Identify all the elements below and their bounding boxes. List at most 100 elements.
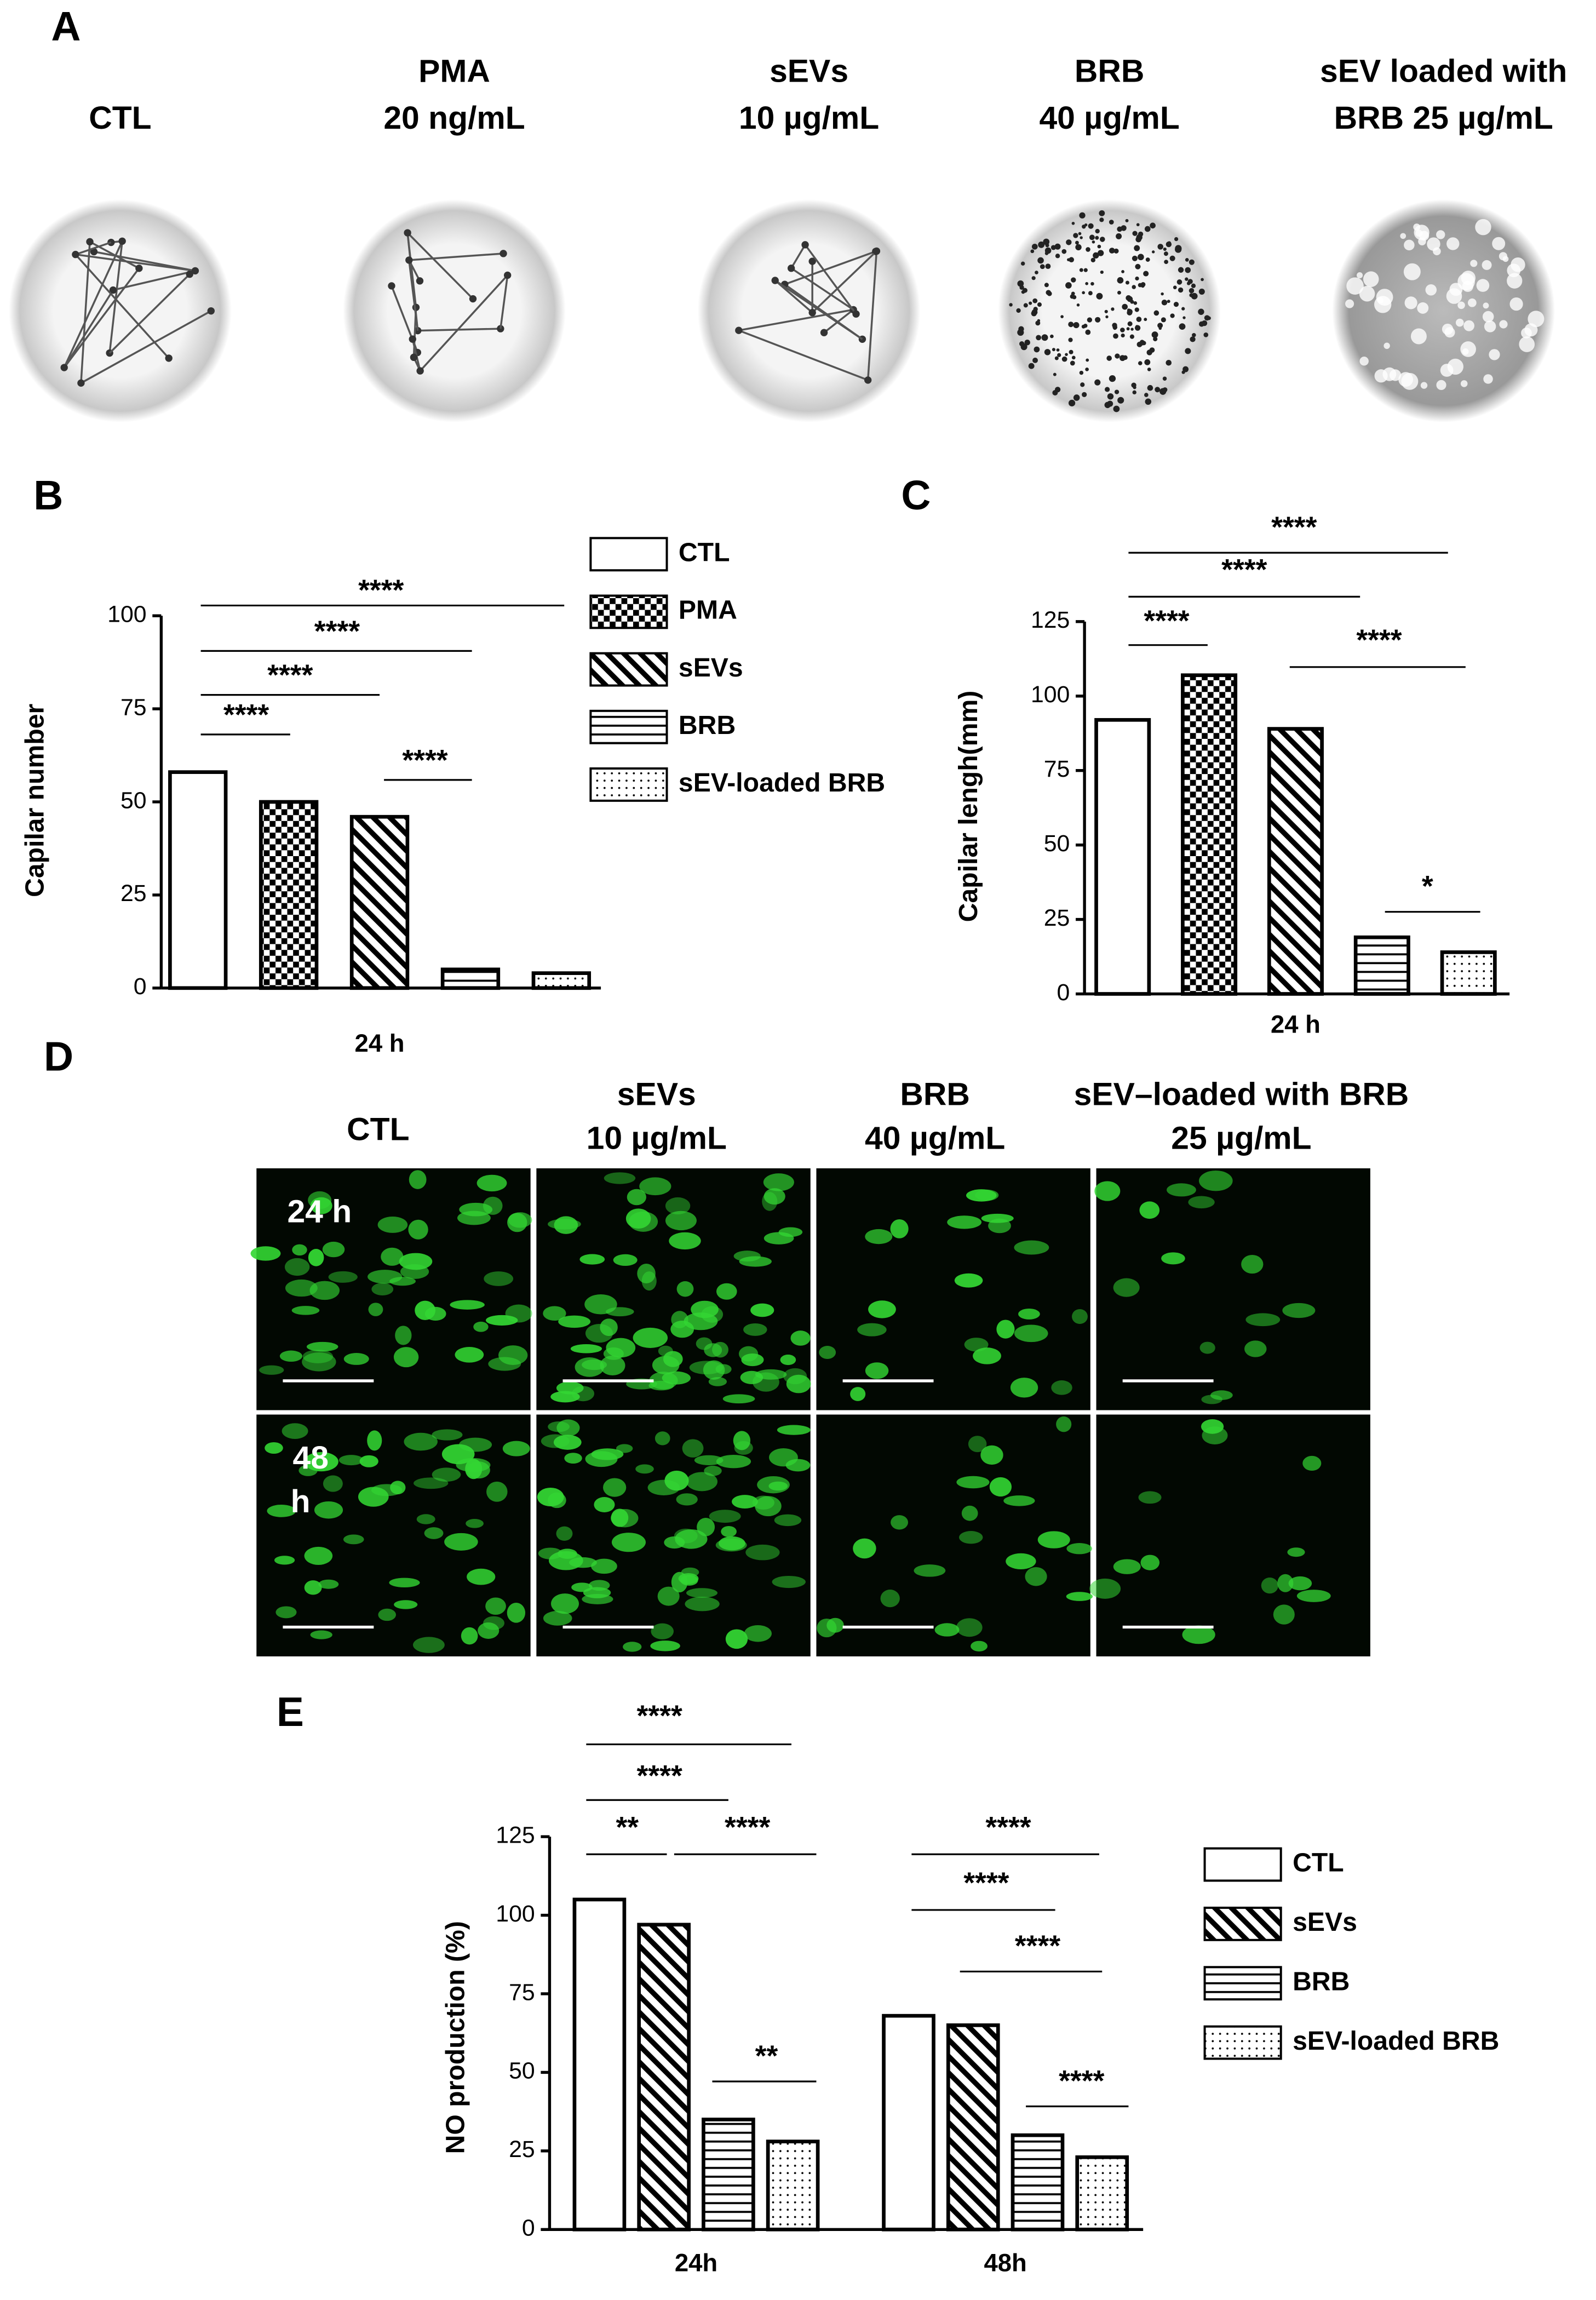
- cell: [1190, 336, 1196, 342]
- cell: [1145, 398, 1152, 405]
- cell: [310, 1197, 332, 1214]
- node: [864, 376, 872, 384]
- cell: [548, 1492, 566, 1509]
- cell: [455, 1346, 484, 1363]
- cell: [1036, 335, 1041, 341]
- cell: [1019, 341, 1025, 347]
- cell: [548, 1219, 581, 1230]
- cell: [282, 1423, 308, 1439]
- cell: [1044, 251, 1049, 255]
- cell: [744, 1625, 772, 1642]
- cell: [1150, 222, 1156, 229]
- cell: [1182, 316, 1186, 319]
- cell: [1088, 223, 1094, 229]
- cell: [444, 1533, 478, 1551]
- cell: [1068, 399, 1076, 406]
- cell: [556, 1381, 584, 1395]
- cell: [777, 1425, 811, 1435]
- cell: [371, 1283, 394, 1295]
- cell: [1099, 217, 1104, 222]
- cell: [1204, 315, 1210, 321]
- cell: [1069, 257, 1075, 263]
- cell: [790, 1330, 811, 1346]
- cell: [763, 1188, 785, 1205]
- cell: [1115, 353, 1120, 359]
- node: [787, 265, 795, 272]
- cell: [1189, 288, 1195, 294]
- cell: [1082, 291, 1085, 295]
- cell: [1068, 337, 1073, 342]
- cell: [1038, 241, 1045, 248]
- cell: [1136, 317, 1142, 322]
- cell: [716, 1455, 751, 1469]
- cell: [1176, 279, 1182, 285]
- cell: [1088, 291, 1093, 296]
- cell: [914, 1564, 946, 1577]
- cell: [267, 1504, 296, 1517]
- cell: [649, 1372, 678, 1390]
- cell: [556, 1419, 580, 1437]
- cell: [1138, 361, 1143, 365]
- cell: [1097, 244, 1101, 249]
- cell: [441, 1444, 475, 1465]
- cell: [657, 1586, 680, 1606]
- cell: [367, 1430, 382, 1451]
- cell: [1178, 287, 1184, 293]
- cell: [1187, 279, 1193, 284]
- cell: [569, 1557, 597, 1568]
- panel-label: C: [901, 472, 931, 518]
- cell: [1056, 1416, 1072, 1432]
- image-caption: sEVs: [770, 54, 848, 89]
- bar: [168, 770, 228, 990]
- bar: [259, 800, 319, 990]
- cluster: [1389, 369, 1402, 381]
- cell: [1065, 282, 1072, 289]
- cell: [1144, 226, 1151, 232]
- cell: [755, 1496, 782, 1517]
- node: [808, 257, 816, 265]
- legend-swatch: [589, 767, 668, 802]
- y-tick-label: 50: [120, 787, 147, 813]
- cell: [1277, 1574, 1294, 1592]
- cluster: [1482, 260, 1492, 270]
- cell: [1201, 1419, 1224, 1434]
- cell: [975, 1189, 999, 1201]
- cell: [1261, 1578, 1278, 1594]
- cell: [1127, 321, 1133, 326]
- cell: [696, 1337, 713, 1350]
- cell: [694, 1455, 724, 1465]
- bar: [1440, 950, 1497, 996]
- cell: [763, 1232, 794, 1244]
- cell: [603, 1478, 627, 1497]
- cell: [1051, 1380, 1072, 1395]
- cell: [1151, 331, 1158, 339]
- significance: ****: [223, 699, 269, 731]
- x-tick-label: 48h: [984, 2249, 1026, 2276]
- cell: [1113, 326, 1117, 330]
- tube: [75, 253, 196, 272]
- cell: [1109, 375, 1116, 382]
- bar: [766, 2140, 820, 2232]
- cell: [1032, 298, 1038, 303]
- bar: [702, 2118, 755, 2232]
- cell: [486, 1315, 518, 1326]
- bar: [1353, 935, 1410, 996]
- significance: ****: [1221, 554, 1267, 586]
- significance: ****: [1356, 624, 1402, 656]
- cell: [1086, 247, 1090, 252]
- cell: [579, 1254, 605, 1265]
- cell: [1025, 1567, 1047, 1586]
- cell: [314, 1501, 343, 1519]
- image-caption: sEV loaded with: [1320, 54, 1567, 89]
- node: [77, 379, 85, 387]
- cell: [1138, 231, 1144, 237]
- cell: [1185, 277, 1189, 281]
- panel-label: A: [51, 3, 81, 49]
- cell: [416, 1514, 435, 1524]
- cell: [670, 1321, 694, 1338]
- cell: [1105, 387, 1110, 392]
- column-header: sEV–loaded with BRB: [1074, 1076, 1409, 1112]
- cell: [891, 1515, 909, 1530]
- cell: [1132, 285, 1136, 289]
